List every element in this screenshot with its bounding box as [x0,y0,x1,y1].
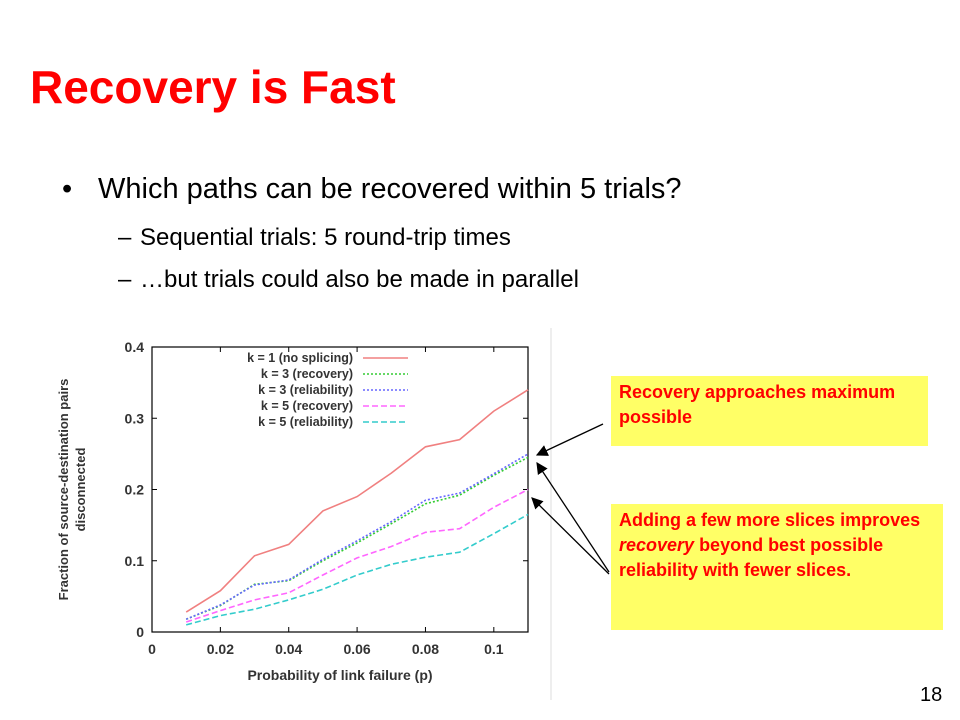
x-axis-label: Probability of link failure (p) [247,667,432,683]
series-line [185,513,529,626]
y-axis-label: disconnected [73,448,88,532]
page-number: 18 [920,684,943,706]
x-tick-label: 0.04 [275,641,302,657]
x-tick-label: 0.06 [343,641,370,657]
y-axis-label: Fraction of source-destination pairs [56,379,71,601]
sub-bullet-text: …but trials could also be made in parall… [140,266,579,293]
slide-title: Recovery is Fast [30,61,396,113]
series-line [185,453,529,620]
legend-label: k = 3 (reliability) [258,383,353,397]
legend-label: k = 5 (reliability) [258,415,353,429]
callout-text: beyond best possible reliability with fe… [619,534,884,580]
series-line [185,389,529,613]
x-tick-label: 0 [148,641,156,657]
x-tick-label: 0.1 [484,641,504,657]
sub-bullet-marker: – [118,224,132,251]
callout-text: Adding a few more slices improves [619,510,921,530]
callout-emphasis: recovery [619,534,695,555]
callout-recovery-max: Recovery approaches maximum possible [611,376,928,446]
legend-label: k = 3 (recovery) [261,367,353,381]
y-tick-label: 0.4 [125,339,145,355]
y-tick-label: 0.1 [125,553,145,569]
main-bullet: • Which paths can be recovered within 5 t… [62,173,682,206]
bullet-marker: • [62,173,73,205]
x-tick-label: 0.02 [207,641,234,657]
legend-label: k = 1 (no splicing) [247,351,353,365]
line-chart: 0 0.1 0.2 0.3 0.4 0 0.02 0.04 0.06 0.08 0.1 Probabi… [40,328,560,700]
sub-bullet: – Sequential trials: 5 round-trip times [118,224,511,252]
y-tick-label: 0.3 [125,410,145,426]
legend-label: k = 5 (recovery) [261,399,353,413]
chart-svg: 0 0.1 0.2 0.3 0.4 0 0.02 0.04 0.06 0.08 0.1 Probabi… [56,328,552,700]
callout-more-slices: Adding a few more slices improves recove… [611,504,943,630]
series-line [185,488,529,623]
series-line [185,456,529,620]
y-tick-label: 0.2 [125,482,145,498]
y-tick-label: 0 [136,624,144,640]
sub-bullet: – …but trials could also be made in paral… [118,266,579,294]
bullet-text: Which paths can be recovered within 5 tr… [98,173,682,205]
x-tick-label: 0.08 [412,641,439,657]
sub-bullet-text: Sequential trials: 5 round-trip times [140,224,511,251]
sub-bullet-marker: – [118,266,132,293]
